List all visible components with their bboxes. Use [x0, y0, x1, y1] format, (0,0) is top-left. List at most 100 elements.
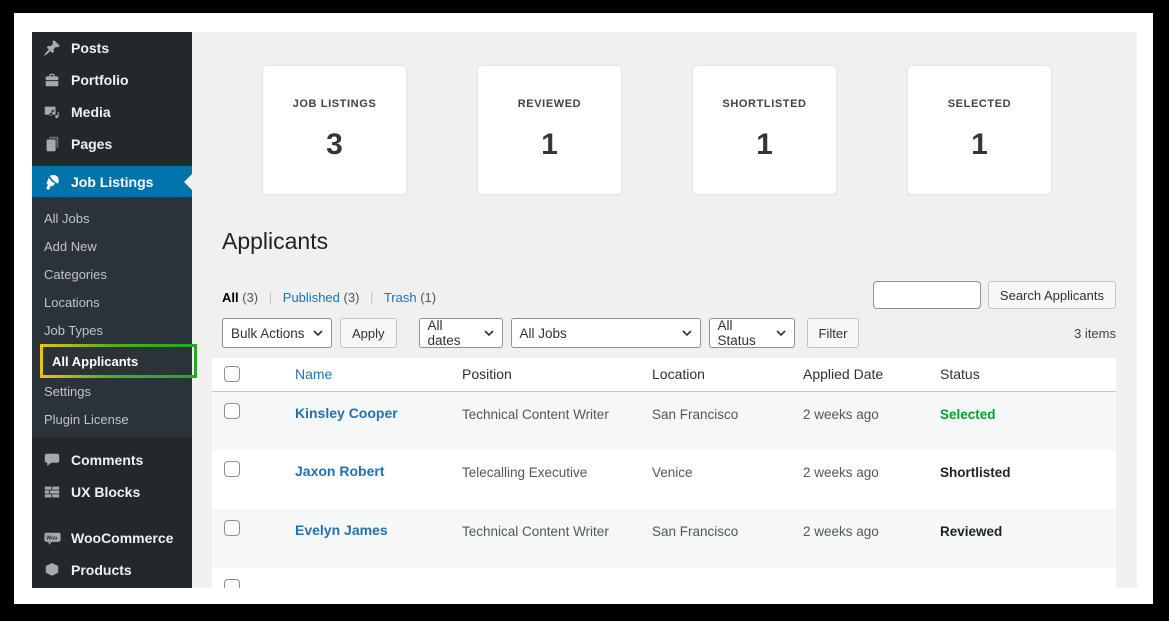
- applicant-status: Reviewed: [940, 524, 1003, 539]
- select-all-checkbox[interactable]: [224, 366, 240, 382]
- stat-cards-row: JOB LISTINGS 3 REVIEWED 1 SHORTLISTED 1 …: [192, 32, 1137, 195]
- apply-button[interactable]: Apply: [340, 318, 397, 348]
- wp-admin-app: Posts Portfolio Media Pages Job Listings: [32, 32, 1137, 588]
- sidebar-item-comments[interactable]: Comments: [32, 444, 192, 476]
- submenu-item-locations[interactable]: Locations: [44, 295, 100, 310]
- cube-icon: [42, 560, 62, 580]
- submenu-item-all-jobs[interactable]: All Jobs: [44, 211, 90, 226]
- row-checkbox[interactable]: [224, 520, 240, 536]
- stat-label: JOB LISTINGS: [292, 98, 377, 110]
- sidebar-item-products[interactable]: Products: [32, 554, 192, 586]
- filter-button[interactable]: Filter: [806, 318, 860, 348]
- view-separator: |: [268, 290, 273, 305]
- table-footer-row: [212, 568, 1116, 588]
- pin-icon: [42, 38, 62, 58]
- media-icon: [42, 102, 62, 122]
- row-checkbox[interactable]: [224, 402, 240, 419]
- applicant-applied-date: 2 weeks ago: [803, 524, 879, 539]
- table-row: Kinsley Cooper Technical Content Writer …: [212, 391, 1116, 450]
- row-checkbox[interactable]: [224, 461, 240, 477]
- view-link-published[interactable]: Published: [282, 290, 340, 305]
- view-separator: |: [370, 290, 374, 305]
- applicant-name-link[interactable]: Jaxon Robert: [295, 463, 385, 479]
- all-status-select[interactable]: All Status: [708, 318, 795, 348]
- sidebar-item-label: Portfolio: [71, 72, 129, 88]
- sidebar-item-label: Job Listings: [71, 173, 154, 190]
- stat-label: REVIEWED: [517, 98, 582, 110]
- sidebar-item-job-listings[interactable]: Job Listings: [32, 166, 192, 197]
- sidebar-item-label: Products: [71, 562, 132, 578]
- screenshot-page: Posts Portfolio Media Pages Job Listings: [14, 13, 1153, 604]
- submenu-item-plugin-license[interactable]: Plugin License: [44, 412, 129, 427]
- view-link-trash[interactable]: Trash: [383, 290, 417, 305]
- svg-text:Woo: Woo: [46, 535, 57, 541]
- stat-card-job-listings: JOB LISTINGS 3: [262, 65, 407, 195]
- applicant-applied-date: 2 weeks ago: [803, 465, 879, 480]
- sidebar-item-woocommerce[interactable]: Woo WooCommerce: [32, 522, 192, 554]
- main-content: JOB LISTINGS 3 REVIEWED 1 SHORTLISTED 1 …: [192, 32, 1137, 588]
- view-count: (1): [420, 290, 437, 305]
- stat-value: 3: [326, 128, 343, 161]
- all-jobs-select[interactable]: All Jobs: [510, 318, 701, 348]
- sidebar-item-media[interactable]: Media: [32, 96, 192, 128]
- applicant-location: San Francisco: [652, 406, 739, 422]
- sidebar-item-label: WooCommerce: [71, 530, 174, 546]
- applicant-position: Technical Content Writer: [462, 524, 609, 539]
- column-header-location: Location: [652, 358, 803, 392]
- sidebar-item-posts[interactable]: Posts: [32, 32, 192, 64]
- stat-card-shortlisted: SHORTLISTED 1: [692, 65, 837, 195]
- items-count: 3 items: [1074, 325, 1116, 341]
- column-header-name[interactable]: Name: [295, 366, 333, 383]
- applicant-location: San Francisco: [652, 524, 739, 539]
- stat-value: 1: [541, 128, 558, 161]
- job-listings-submenu: All Jobs Add New Categories Locations Jo…: [32, 197, 192, 438]
- chevron-down-icon: [313, 330, 323, 336]
- admin-sidebar: Posts Portfolio Media Pages Job Listings: [32, 32, 197, 588]
- megaphone-icon: [42, 172, 62, 192]
- select-all-checkbox[interactable]: [224, 579, 240, 588]
- view-filter-links: All (3) | Published (3) | Trash (1): [222, 290, 436, 309]
- sidebar-item-portfolio[interactable]: Portfolio: [32, 64, 192, 96]
- search-applicants-button[interactable]: Search Applicants: [987, 281, 1116, 309]
- sidebar-item-label: Comments: [71, 452, 144, 468]
- stat-value: 1: [971, 128, 988, 161]
- column-header-position: Position: [460, 358, 652, 392]
- sidebar-item-label: UX Blocks: [71, 484, 141, 500]
- comment-icon: [42, 450, 62, 470]
- applicant-name-link[interactable]: Evelyn James: [295, 522, 388, 538]
- stat-label: SELECTED: [947, 98, 1012, 110]
- applicant-name-link[interactable]: Kinsley Cooper: [295, 404, 398, 421]
- submenu-item-categories[interactable]: Categories: [44, 267, 107, 282]
- blocks-icon: [42, 482, 62, 502]
- stat-value: 1: [756, 128, 773, 161]
- stat-card-reviewed: REVIEWED 1: [477, 65, 622, 195]
- all-dates-select[interactable]: All dates: [418, 318, 503, 348]
- sidebar-item-label: Pages: [71, 136, 113, 152]
- sidebar-item-pages[interactable]: Pages: [32, 128, 192, 160]
- all-dates-value: All dates: [427, 318, 461, 348]
- table-toolbar: Bulk Actions Apply All dates All Jobs Al…: [222, 318, 1116, 348]
- submenu-item-add-new[interactable]: Add New: [44, 239, 97, 254]
- submenu-item-all-applicants[interactable]: All Applicants: [52, 354, 139, 369]
- submenu-item-job-types[interactable]: Job Types: [44, 323, 104, 338]
- submenu-item-settings[interactable]: Settings: [44, 384, 91, 399]
- table-row: Evelyn James Technical Content Writer Sa…: [212, 509, 1116, 568]
- list-header-row: All (3) | Published (3) | Trash (1) Sear…: [222, 281, 1116, 309]
- bulk-actions-select[interactable]: Bulk Actions: [222, 318, 332, 348]
- portfolio-icon: [42, 70, 62, 90]
- page-title: Applicants: [222, 228, 329, 254]
- view-count: (3): [242, 290, 259, 305]
- applicant-applied-date: 2 weeks ago: [803, 406, 879, 422]
- column-header-applied-date: Applied Date: [803, 358, 940, 392]
- chevron-down-icon: [681, 330, 692, 336]
- view-link-all[interactable]: All: [222, 290, 239, 305]
- all-status-value: All Status: [717, 318, 756, 348]
- search-group: Search Applicants: [872, 281, 1116, 309]
- stat-card-selected: SELECTED 1: [907, 65, 1052, 195]
- search-input[interactable]: [872, 281, 981, 309]
- table-row: Jaxon Robert Telecalling Executive Venic…: [212, 450, 1116, 509]
- applicant-position: Technical Content Writer: [462, 406, 609, 422]
- chevron-down-icon: [775, 330, 786, 336]
- sidebar-item-ux-blocks[interactable]: UX Blocks: [32, 476, 192, 508]
- stat-label: SHORTLISTED: [722, 98, 807, 110]
